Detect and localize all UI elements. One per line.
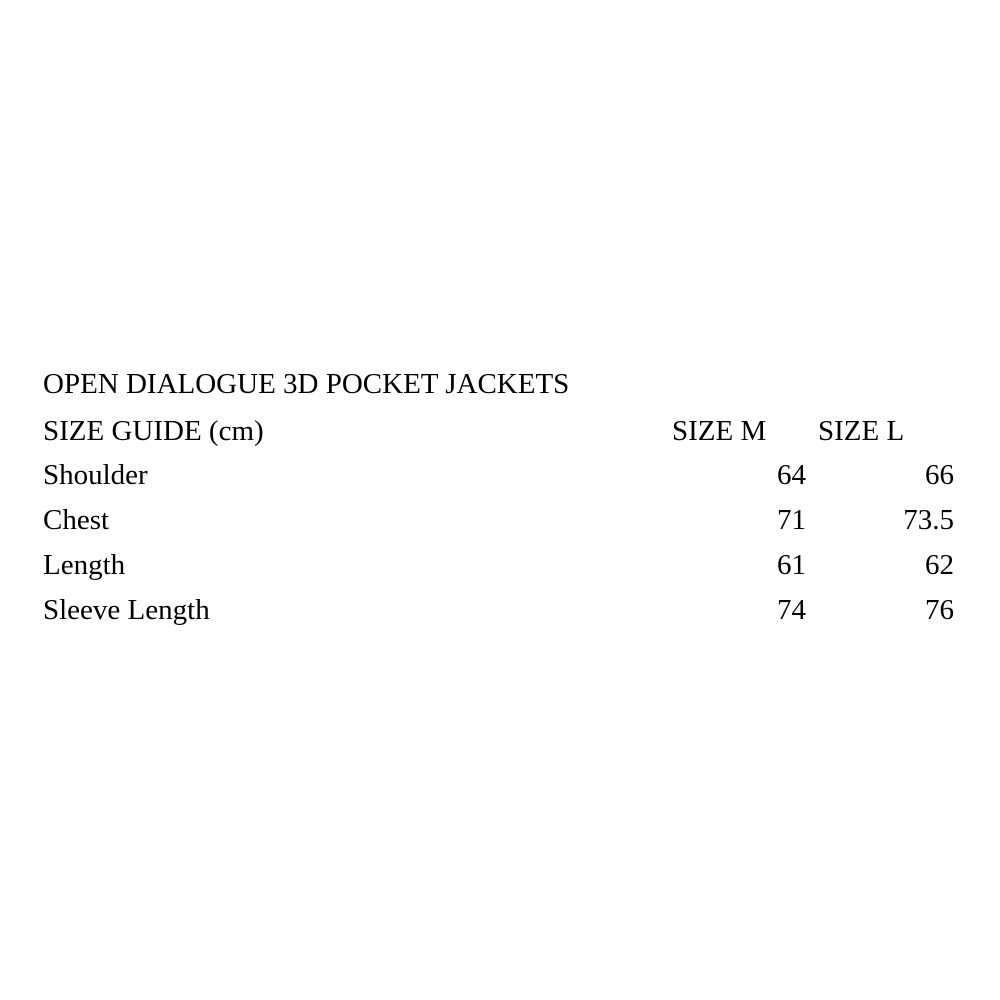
row-label: Chest <box>43 504 110 536</box>
value-l: 73.5 <box>903 504 954 536</box>
row-label: Length <box>43 549 126 581</box>
product-title: OPEN DIALOGUE 3D POCKET JACKETS <box>43 368 570 400</box>
value-m: 71 <box>777 504 806 536</box>
value-l: 66 <box>925 459 954 491</box>
value-l: 62 <box>925 549 954 581</box>
row-label: Sleeve Length <box>43 594 210 626</box>
column-header-m: SIZE M <box>672 415 767 447</box>
value-m: 64 <box>777 459 806 491</box>
value-m: 61 <box>777 549 806 581</box>
size-guide-label: SIZE GUIDE (cm) <box>43 415 264 447</box>
row-label: Shoulder <box>43 459 148 491</box>
value-l: 76 <box>925 594 954 626</box>
column-header-l: SIZE L <box>818 415 905 447</box>
value-m: 74 <box>777 594 806 626</box>
